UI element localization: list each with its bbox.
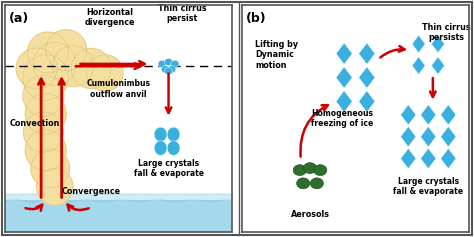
- Text: Large crystals
fall & evaporate: Large crystals fall & evaporate: [134, 159, 203, 178]
- Text: Lifting by
Dynamic
motion: Lifting by Dynamic motion: [255, 40, 299, 70]
- Text: Thin cirrus
persists: Thin cirrus persists: [422, 23, 471, 42]
- Ellipse shape: [310, 178, 323, 189]
- Polygon shape: [431, 35, 445, 53]
- Polygon shape: [359, 91, 375, 112]
- Bar: [5, 201, 232, 232]
- Circle shape: [33, 42, 76, 86]
- Ellipse shape: [297, 178, 310, 189]
- Polygon shape: [441, 148, 456, 169]
- Polygon shape: [336, 43, 352, 64]
- Ellipse shape: [167, 127, 180, 142]
- Ellipse shape: [164, 59, 173, 66]
- Circle shape: [31, 149, 70, 188]
- Ellipse shape: [303, 163, 317, 173]
- Polygon shape: [431, 57, 445, 74]
- Ellipse shape: [158, 60, 166, 68]
- Polygon shape: [401, 148, 416, 169]
- Ellipse shape: [164, 68, 173, 75]
- Ellipse shape: [168, 66, 176, 73]
- Text: (b): (b): [246, 12, 267, 25]
- Polygon shape: [441, 105, 456, 125]
- Text: Large crystals
fall & evaporate: Large crystals fall & evaporate: [393, 177, 463, 196]
- Circle shape: [27, 32, 68, 73]
- Circle shape: [23, 75, 64, 116]
- Circle shape: [71, 48, 111, 88]
- Text: Homogeneous
freezing of ice: Homogeneous freezing of ice: [311, 109, 373, 128]
- Circle shape: [36, 169, 73, 205]
- Ellipse shape: [314, 165, 327, 176]
- Circle shape: [53, 46, 93, 87]
- Text: Cumulonimbus
outflow anvil: Cumulonimbus outflow anvil: [86, 79, 151, 99]
- Text: (a): (a): [9, 12, 29, 25]
- Polygon shape: [412, 35, 425, 53]
- Text: Thin cirrus
persist: Thin cirrus persist: [158, 4, 207, 23]
- Circle shape: [87, 55, 123, 91]
- Ellipse shape: [293, 165, 306, 176]
- Text: Convergence: Convergence: [62, 187, 121, 196]
- Circle shape: [16, 48, 57, 89]
- Polygon shape: [420, 105, 436, 125]
- Ellipse shape: [167, 141, 180, 155]
- Polygon shape: [441, 127, 456, 147]
- Ellipse shape: [161, 66, 170, 73]
- Ellipse shape: [171, 60, 179, 68]
- Text: Aerosols: Aerosols: [291, 210, 329, 219]
- Polygon shape: [420, 127, 436, 147]
- Text: Horizontal
divergence: Horizontal divergence: [84, 8, 135, 27]
- Circle shape: [23, 112, 64, 152]
- Polygon shape: [420, 148, 436, 169]
- Polygon shape: [401, 105, 416, 125]
- Circle shape: [25, 130, 66, 171]
- Circle shape: [46, 30, 87, 71]
- Polygon shape: [359, 43, 375, 64]
- Polygon shape: [401, 127, 416, 147]
- Circle shape: [25, 93, 66, 134]
- Ellipse shape: [154, 141, 167, 155]
- Circle shape: [23, 55, 68, 100]
- Polygon shape: [336, 91, 352, 112]
- Polygon shape: [412, 57, 425, 74]
- Ellipse shape: [154, 127, 167, 142]
- Polygon shape: [336, 67, 352, 88]
- Polygon shape: [359, 67, 375, 88]
- Text: Convection: Convection: [9, 118, 60, 128]
